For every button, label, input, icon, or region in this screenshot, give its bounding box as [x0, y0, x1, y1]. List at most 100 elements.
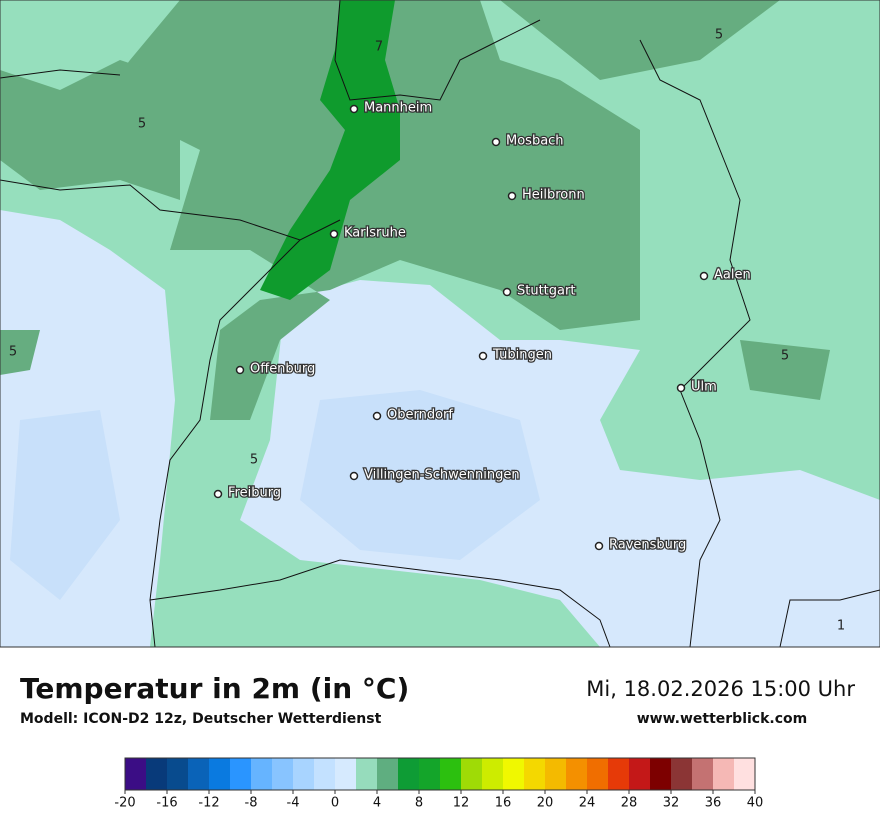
legend-swatch — [125, 758, 147, 790]
legend-tick-label: 24 — [579, 796, 596, 811]
border — [149, 239, 301, 648]
city-label: Tübingen — [492, 348, 552, 363]
legend-tick-label: 32 — [663, 796, 680, 811]
city-label: Mosbach — [506, 134, 564, 149]
city-dot — [329, 229, 339, 239]
city-label: Karlsruhe — [344, 226, 406, 241]
legend-swatch — [629, 758, 651, 790]
legend-swatch — [146, 758, 168, 790]
border — [639, 39, 751, 648]
legend-swatch — [377, 758, 399, 790]
city-dot — [507, 191, 517, 201]
legend-frame — [124, 757, 756, 791]
city-label: Offenburg — [250, 362, 315, 377]
legend-swatch — [545, 758, 567, 790]
legend-swatch — [566, 758, 588, 790]
city-dot — [676, 383, 686, 393]
legend-tick-label: -8 — [245, 796, 258, 811]
city-label: Mannheim — [364, 101, 432, 116]
contour-label: 1 — [837, 619, 845, 634]
contour-label: 5 — [9, 345, 17, 360]
legend-tick-label: -4 — [287, 796, 300, 811]
date: Mi, 18.02.2026 15:00 Uhr — [586, 677, 855, 701]
legend-swatch — [671, 758, 693, 790]
legend-tick-label: 36 — [705, 796, 722, 811]
legend-tick-label: 4 — [373, 796, 381, 811]
border — [0, 69, 121, 79]
contour-label: 5 — [715, 28, 723, 43]
legend-swatch — [650, 758, 672, 790]
legend-swatch — [167, 758, 189, 790]
legend-tick-label: 0 — [331, 796, 339, 811]
border — [334, 0, 541, 101]
border — [779, 589, 880, 648]
city-dot — [594, 541, 604, 551]
legend-swatch — [335, 758, 357, 790]
city-dot — [372, 411, 382, 421]
legend-tick-label: 16 — [495, 796, 512, 811]
legend-tick-label: -20 — [114, 796, 135, 811]
city-label: Oberndorf — [387, 408, 453, 423]
legend-swatch — [293, 758, 315, 790]
title: Temperatur in 2m (in °C) — [20, 672, 409, 705]
city-label: Villingen-Schwenningen — [364, 468, 520, 483]
mild-area — [0, 330, 40, 375]
contour-label: 5 — [781, 349, 789, 364]
legend-swatch — [734, 758, 756, 790]
legend-tick-label: -16 — [156, 796, 177, 811]
border — [149, 559, 611, 648]
legend-tick-label: 40 — [747, 796, 764, 811]
legend-swatch — [608, 758, 630, 790]
legend-swatch — [209, 758, 231, 790]
city-dot — [349, 471, 359, 481]
legend-swatch — [356, 758, 378, 790]
cities: Mannheim Mosbach Heilbronn Karlsruhe Stuttga… — [213, 99, 752, 554]
city-dot — [699, 271, 709, 281]
city-dot — [502, 287, 512, 297]
legend-swatch — [524, 758, 546, 790]
map-frame — [0, 0, 880, 648]
contour-label: 7 — [375, 40, 383, 55]
colder-patch — [10, 410, 120, 600]
city-dot — [491, 137, 501, 147]
legend-swatch — [461, 758, 483, 790]
legend-swatch — [188, 758, 210, 790]
city-label: Stuttgart — [517, 284, 575, 299]
city-label: Freiburg — [228, 486, 281, 501]
city-label: Ravensburg — [609, 538, 686, 553]
city-label: Ulm — [691, 380, 717, 395]
city-label: Aalen — [714, 268, 751, 283]
legend-swatch — [251, 758, 273, 790]
legend-tick-label: -12 — [198, 796, 219, 811]
city-dot — [213, 489, 223, 499]
colder-patch — [300, 390, 540, 560]
website: www.wetterblick.com — [637, 711, 808, 727]
legend-swatch — [440, 758, 462, 790]
cold-area — [240, 280, 880, 647]
color-legend: -20 -16 -12 -8 -4 0 4 8 12 16 20 24 28 32 36 40 — [114, 757, 764, 811]
warm-area — [260, 0, 400, 300]
mild-area — [100, 0, 640, 420]
mild-area — [740, 340, 830, 400]
legend-swatch — [482, 758, 504, 790]
contour-labels: 7 5 5 5 5 5 1 — [9, 28, 845, 634]
legend-tick-label: 12 — [453, 796, 470, 811]
legend-swatch — [419, 758, 441, 790]
mild-area — [0, 60, 180, 200]
city-dot — [349, 104, 359, 114]
legend-tick-label: 28 — [621, 796, 638, 811]
legend-tick-label: 20 — [537, 796, 554, 811]
legend-swatch — [230, 758, 252, 790]
legend-swatch — [692, 758, 714, 790]
legend-swatch — [587, 758, 609, 790]
legend-swatch — [398, 758, 420, 790]
city-dot — [235, 365, 245, 375]
legend-swatch — [314, 758, 336, 790]
legend-swatch — [713, 758, 735, 790]
model: Modell: ICON-D2 12z, Deutscher Wetterdie… — [20, 711, 382, 727]
contour-label: 5 — [138, 117, 146, 132]
map: Mannheim Mosbach Heilbronn Karlsruhe Stuttga… — [0, 0, 880, 648]
city-dot — [478, 351, 488, 361]
legend-swatch — [272, 758, 294, 790]
